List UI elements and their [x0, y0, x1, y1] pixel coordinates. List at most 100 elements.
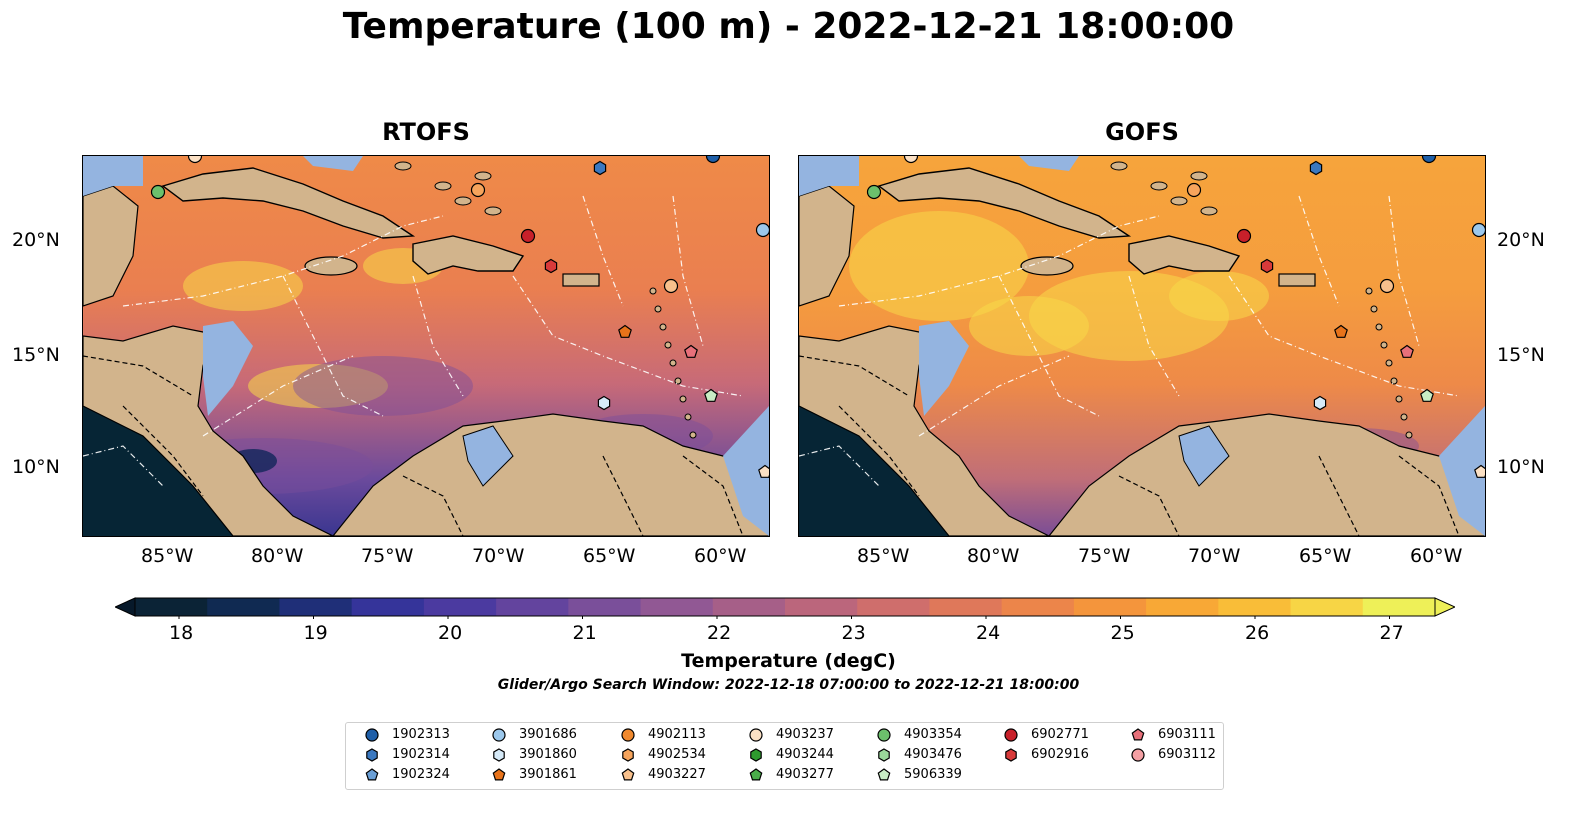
colorbar-segment — [207, 598, 280, 616]
colorbar-segment — [135, 598, 208, 616]
colorbar-segment — [1290, 598, 1364, 616]
float-marker — [366, 748, 378, 762]
y-tick-label: 20°N — [12, 229, 60, 251]
legend-label: 4903476 — [904, 747, 962, 762]
float-marker — [866, 184, 882, 200]
legend-marker-icon — [1004, 728, 1018, 742]
colorbar-tick-label: 20 — [438, 622, 463, 644]
float-marker — [1260, 258, 1274, 274]
legend-label: 4903354 — [904, 727, 962, 742]
float-marker — [1309, 160, 1323, 176]
float-marker — [187, 156, 203, 164]
colorbar-segment — [1001, 598, 1075, 616]
colorbar-tick-label: 18 — [169, 622, 194, 644]
colorbar-segment — [351, 598, 425, 616]
x-tick-label: 70°W — [472, 545, 525, 567]
legend-marker-icon — [878, 748, 890, 762]
float-marker — [749, 768, 763, 781]
x-tick-label: 70°W — [1188, 545, 1241, 567]
float-marker — [1004, 728, 1018, 742]
colorbar-tick-label: 24 — [976, 622, 1001, 644]
legend-label: 1902324 — [392, 767, 450, 782]
float-marker — [618, 324, 632, 338]
float-marker — [622, 748, 634, 762]
x-tick-label: 60°W — [1410, 545, 1463, 567]
y-tick-label: 10°N — [1497, 456, 1545, 478]
colorbar-tick-label: 26 — [1245, 622, 1270, 644]
float-marker — [1471, 222, 1485, 238]
legend-marker-icon — [492, 728, 506, 742]
map-panel-rtofs — [82, 155, 770, 537]
legend-marker-icon — [622, 748, 634, 762]
float-marker — [1313, 395, 1327, 411]
x-tick-label: 65°W — [1299, 545, 1352, 567]
legend-label: 6903111 — [1158, 727, 1216, 742]
float-marker — [749, 728, 763, 742]
colorbar-segment — [1362, 598, 1436, 616]
panel-title-rtofs: RTOFS — [382, 118, 470, 146]
legend-label: 3901686 — [519, 727, 577, 742]
legend-marker-icon — [365, 768, 379, 781]
legend-marker-icon — [492, 768, 506, 781]
legend-label: 3901861 — [519, 767, 577, 782]
x-tick-label: 75°W — [361, 545, 414, 567]
float-marker — [597, 395, 611, 411]
colorbar-tick-label: 22 — [707, 622, 732, 644]
float-marker — [663, 278, 679, 294]
legend-marker-icon — [877, 728, 891, 742]
legend-marker-icon — [1131, 748, 1145, 762]
legend-marker-icon — [366, 748, 378, 762]
legend-label: 1902314 — [392, 747, 450, 762]
legend-label: 4903227 — [648, 767, 706, 782]
y-tick-label: 10°N — [12, 456, 60, 478]
legend-label: 3901860 — [519, 747, 577, 762]
colorbar-segment — [496, 598, 569, 616]
colorbar-segment — [712, 598, 786, 616]
y-tick-label: 15°N — [12, 344, 60, 366]
legend-marker-icon — [365, 728, 379, 742]
float-legend: 1902313 1902314 1902324 3901686 3901860 39018… — [345, 722, 1224, 790]
colorbar-tick-label: 21 — [572, 622, 597, 644]
float-marker — [878, 748, 890, 762]
float-marker — [365, 768, 379, 781]
float-marker — [1421, 156, 1437, 164]
float-marker — [150, 184, 166, 200]
legend-label: 6902771 — [1031, 727, 1089, 742]
float-marker — [1005, 748, 1017, 762]
float-marker — [470, 182, 486, 198]
float-marker — [492, 768, 506, 781]
float-marker — [621, 768, 635, 781]
colorbar-segment — [568, 598, 642, 616]
float-marker — [593, 160, 607, 176]
float-marker — [493, 748, 505, 762]
legend-label: 4902534 — [648, 747, 706, 762]
search-window-subtitle: Glider/Argo Search Window: 2022-12-18 07… — [497, 677, 1080, 693]
colorbar — [115, 597, 1455, 619]
float-marker — [1379, 278, 1395, 294]
legend-marker-icon — [749, 728, 763, 742]
legend-marker-icon — [750, 748, 762, 762]
x-tick-label: 85°W — [141, 545, 194, 567]
colorbar-segment — [640, 598, 714, 616]
legend-label: 6902916 — [1031, 747, 1089, 762]
float-marker — [903, 156, 919, 164]
legend-marker-icon — [1005, 748, 1017, 762]
legend-label: 5906339 — [904, 767, 962, 782]
map-panel-gofs — [798, 155, 1486, 537]
float-marker — [621, 728, 635, 742]
float-marker — [704, 388, 718, 402]
colorbar-segment — [929, 598, 1003, 616]
float-marker — [1131, 728, 1145, 741]
float-marker — [1420, 388, 1434, 402]
float-marker — [1334, 324, 1348, 338]
legend-label: 4903237 — [776, 727, 834, 742]
float-marker — [877, 728, 891, 742]
float-marker — [1186, 182, 1202, 198]
float-marker — [758, 464, 769, 478]
colorbar-segment — [279, 598, 353, 616]
colorbar-tick-label: 19 — [303, 622, 328, 644]
colorbar-segment — [1073, 598, 1147, 616]
legend-marker-icon — [621, 768, 635, 781]
float-marker — [365, 728, 379, 742]
float-marker — [684, 344, 698, 358]
